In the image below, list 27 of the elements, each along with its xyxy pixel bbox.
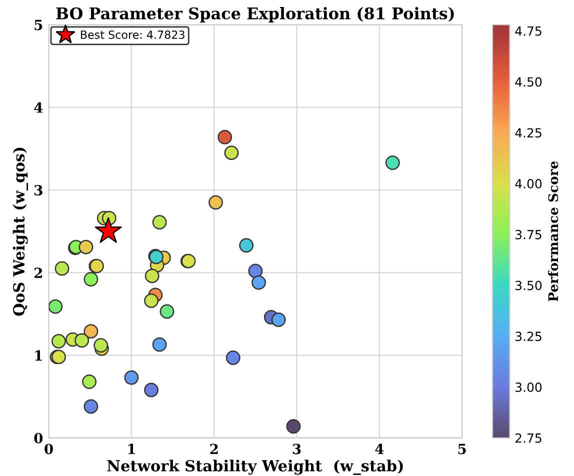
y-tick-label: 2 — [34, 268, 42, 278]
color-bar-label: 4.75 — [515, 26, 542, 36]
legend-label: Best Score: 4.7823 — [80, 30, 184, 39]
color-bar-title: Performance Score — [548, 161, 558, 302]
color-bar-label: 4.50 — [515, 77, 542, 87]
y-tick-label: 0 — [34, 432, 43, 444]
y-axis-title: QoS Weight (w_qos) — [12, 148, 28, 316]
color-bar-label: 3.50 — [516, 280, 542, 290]
x-tick-label: 5 — [458, 444, 466, 454]
color-bar-label: 4.00 — [515, 178, 542, 188]
y-tick-label: 4 — [34, 102, 43, 113]
x-tick-label: 4 — [375, 444, 384, 454]
x-axis-title: Network Stability Weight (w_stab) — [107, 460, 403, 475]
color-bar-label: 4.25 — [515, 128, 542, 138]
y-tick-label: 1 — [35, 350, 42, 361]
chart-title: BO Parameter Space Exploration (81 Points) — [56, 7, 454, 23]
point — [94, 217, 122, 243]
y-tick-label: 5 — [34, 20, 42, 30]
y-tick-label: 3 — [34, 184, 42, 196]
color-bar-label: 3.75 — [516, 230, 542, 240]
x-tick-label: 1 — [128, 444, 135, 454]
x-tick-label: 2 — [210, 444, 218, 454]
color-bar-label: 2.75 — [515, 433, 542, 443]
x-tick-label: 3 — [292, 444, 301, 454]
x-tick-label: 0 — [44, 444, 53, 454]
color-bar-label: 3.25 — [516, 332, 542, 342]
color-bar-label: 3.00 — [516, 382, 542, 392]
